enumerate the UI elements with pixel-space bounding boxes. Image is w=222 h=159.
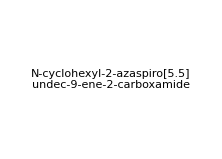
Text: N-cyclohexyl-2-azaspiro[5.5]
undec-9-ene-2-carboxamide: N-cyclohexyl-2-azaspiro[5.5] undec-9-ene… xyxy=(31,69,191,90)
